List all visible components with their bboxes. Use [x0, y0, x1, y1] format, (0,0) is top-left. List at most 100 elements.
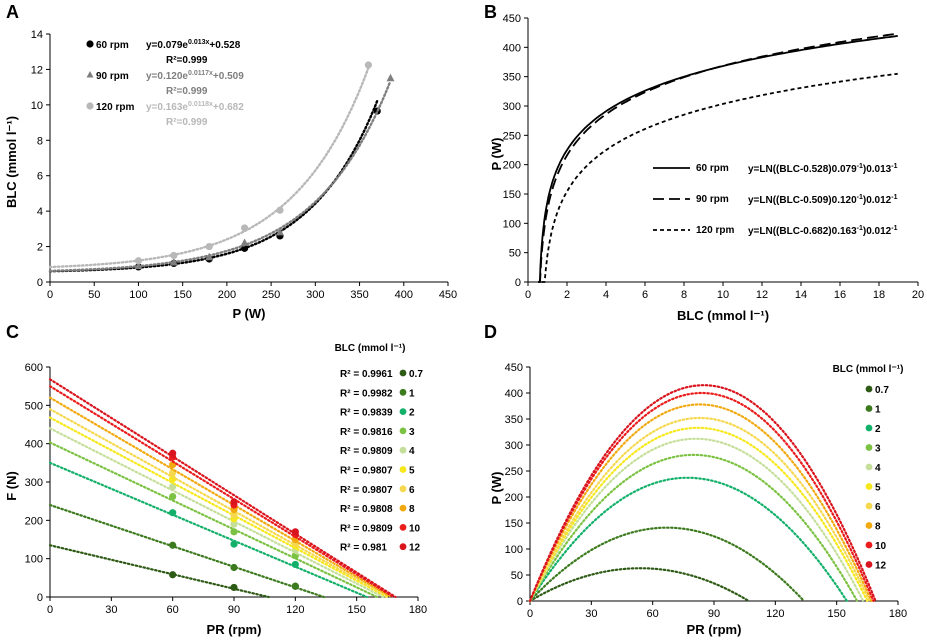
legend-r2: R² = 0.9808 [340, 504, 393, 515]
power-curve [528, 384, 877, 603]
legend-r2: R² = 0.9839 [340, 408, 393, 419]
data-point [230, 583, 238, 592]
legend-label: 1 [875, 405, 881, 416]
legend-equation: y=LN((BLC-0.528)0.079-1)0.013-1 [748, 163, 898, 175]
legend-label: 0.7 [875, 385, 889, 396]
x-axis-title: BLC (mmol l⁻¹) [677, 308, 769, 323]
y-tick-label: 100 [25, 554, 43, 566]
legend-marker [399, 543, 407, 551]
y-axis-title: P (W) [489, 138, 504, 171]
panel-letter-b: B [484, 2, 497, 22]
y-tick-label: 250 [503, 130, 521, 142]
y-tick-label: 100 [505, 544, 523, 556]
x-tick-label: 0 [525, 289, 531, 301]
curve-60-rpm [538, 35, 898, 283]
data-point [230, 520, 238, 528]
x-tick-label: 150 [173, 289, 191, 301]
x-tick-label: 0 [47, 604, 53, 616]
x-tick-label: 200 [218, 289, 236, 301]
y-tick-label: 400 [503, 42, 521, 54]
panel-a: A 0 50 100 150 200 250 300 350 400 450 0 2 4 6 8 10 12 14 P… [4, 2, 457, 321]
x-tick-label: 6 [642, 289, 648, 301]
data-point [169, 449, 177, 457]
regression-line [48, 408, 391, 599]
x-tick-label: 20 [912, 289, 924, 301]
y-tick-label: 350 [503, 72, 521, 84]
legend-r2: R²=0.999 [166, 55, 208, 66]
panel-letter-c: C [6, 322, 19, 342]
legend-r2: R² = 0.9982 [340, 388, 393, 399]
trendline-90-rpm [48, 81, 391, 273]
legend-marker [399, 446, 407, 454]
legend-r2: R²=0.999 [166, 86, 208, 97]
legend-label: 6 [875, 502, 881, 513]
legend-marker [86, 102, 94, 110]
legend-label: 10 [409, 523, 421, 534]
x-tick-label: 60 [167, 604, 179, 616]
y-tick-label: 300 [505, 440, 523, 452]
legend-label: 12 [875, 561, 887, 572]
legend-marker [865, 522, 873, 529]
legend-label: 0.7 [409, 369, 423, 380]
x-tick-label: 12 [756, 289, 768, 301]
legend-r2: R² = 0.9807 [340, 466, 393, 477]
legend-equation: y=LN((BLC-0.509)0.120-1)0.012-1 [748, 194, 898, 206]
data-point [169, 509, 177, 517]
x-tick-label: 0 [47, 289, 53, 301]
legend-label: 6 [409, 485, 415, 496]
legend-title: BLC (mmol l⁻¹) [833, 364, 904, 375]
y-tick-label: 12 [31, 64, 43, 76]
panel-d: D0 30 60 90 120 150 18005010015020025030035040… [484, 322, 907, 637]
data-point [134, 261, 143, 270]
data-point [364, 61, 372, 69]
regression-line [48, 385, 395, 599]
x-tick-label: 10 [717, 289, 729, 301]
data-point [205, 252, 214, 261]
x-tick-label: 100 [129, 289, 147, 301]
data-point [230, 540, 238, 548]
curve-120-rpm [541, 72, 898, 283]
legend-marker [399, 485, 407, 493]
power-curve [528, 476, 848, 603]
y-tick-label: 0 [37, 592, 43, 604]
panel-letter-a: A [6, 2, 19, 22]
legend-marker [865, 444, 873, 451]
y-tick-label: 100 [503, 218, 521, 230]
y-axis-title: BLC (mmol l⁻¹) [4, 116, 19, 208]
y-tick-label: 50 [509, 248, 521, 260]
legend-r2: R² = 0.9816 [340, 427, 393, 438]
x-tick-label: 0 [527, 608, 533, 620]
x-tick-label: 16 [834, 289, 846, 301]
x-axis-title: PR (rpm) [687, 622, 742, 637]
regression-line [48, 416, 389, 599]
data-point [291, 560, 299, 569]
legend-label: 3 [409, 427, 415, 438]
legend-r2: R² = 0.9807 [340, 485, 393, 496]
regression-line [48, 427, 385, 599]
legend-marker [399, 369, 407, 377]
power-curve [528, 437, 865, 603]
y-tick-label: 2 [37, 242, 43, 254]
data-point [240, 238, 249, 247]
data-point [291, 528, 299, 536]
legend-marker [865, 502, 873, 510]
legend-equation: y=LN((BLC-0.682)0.163-1)0.012-1 [748, 225, 898, 237]
y-tick-label: 8 [37, 135, 43, 147]
regression-line [48, 378, 397, 599]
legend-label: 8 [409, 504, 415, 515]
power-curve [528, 526, 806, 603]
legend-r2: R² = 0.9961 [340, 369, 393, 380]
y-tick-label: 500 [25, 400, 43, 412]
y-tick-label: 14 [31, 29, 43, 41]
x-tick-label: 300 [306, 289, 324, 301]
y-tick-label: 0 [517, 596, 523, 608]
legend-equation: y=0.079e0.013x+0.528 [146, 39, 241, 51]
legend-label: 3 [875, 444, 881, 455]
data-point [169, 258, 178, 266]
legend-marker [86, 40, 94, 48]
x-tick-label: 18 [873, 289, 885, 301]
x-tick-label: 400 [395, 289, 413, 301]
y-tick-label: 300 [25, 477, 43, 489]
x-tick-label: 150 [347, 604, 365, 616]
